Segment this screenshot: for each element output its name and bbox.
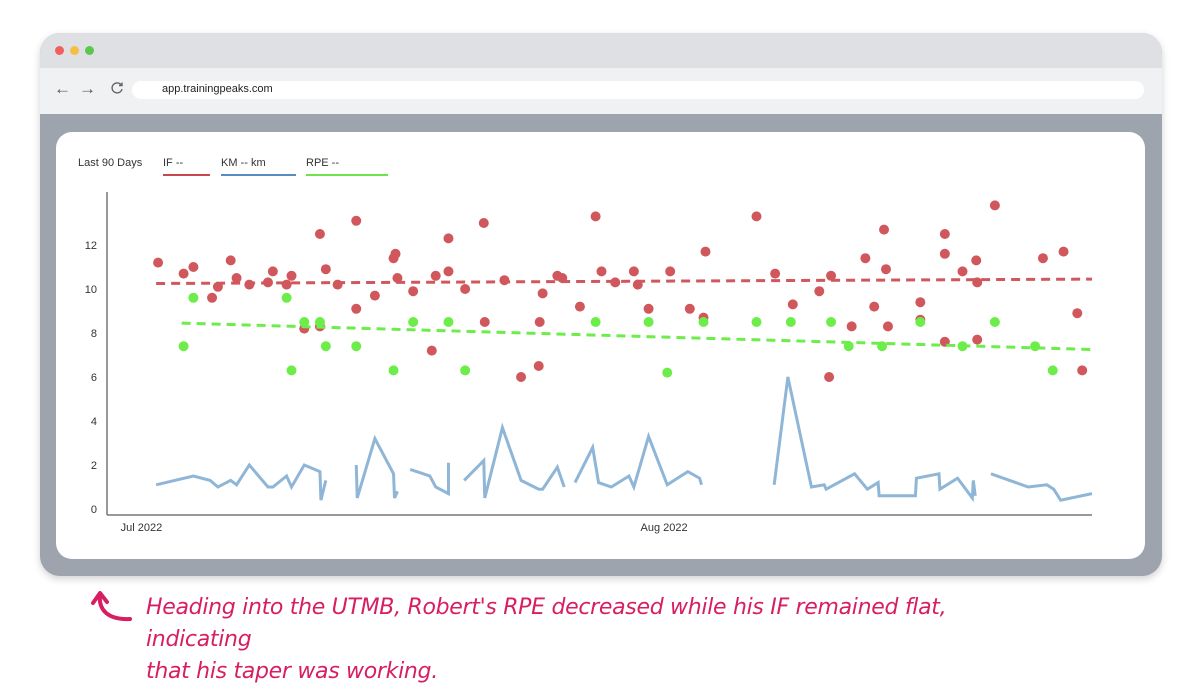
annotation-caption: Heading into the UTMB, Robert's RPE decr… <box>146 592 1046 688</box>
annotation-line-2: that his taper was working. <box>146 659 438 684</box>
reload-icon[interactable] <box>110 80 124 100</box>
maximize-window-button[interactable] <box>85 46 94 55</box>
browser-titlebar <box>40 33 1162 68</box>
curved-arrow-icon <box>91 591 132 622</box>
date-range-label[interactable]: Last 90 Days <box>78 157 143 169</box>
minimize-window-button[interactable] <box>70 46 79 55</box>
legend-item-rpe[interactable]: RPE -- <box>306 157 388 176</box>
chart-card: Last 90 Days IF -- KM -- km RPE -- <box>56 132 1145 559</box>
legend-item-if[interactable]: IF -- <box>163 157 210 176</box>
back-arrow-icon[interactable]: ← <box>54 79 71 98</box>
browser-toolbar: ← → app.trainingpeaks.com <box>40 68 1162 114</box>
legend-km-label: KM -- km <box>221 157 266 169</box>
close-window-button[interactable] <box>55 46 64 55</box>
annotation-line-1: Heading into the UTMB, Robert's RPE decr… <box>146 595 947 652</box>
browser-window: ← → app.trainingpeaks.com Last 90 Days I… <box>40 33 1162 576</box>
legend-item-km[interactable]: KM -- km <box>221 157 296 176</box>
legend-if-label: IF -- <box>163 157 184 169</box>
forward-arrow-icon[interactable]: → <box>79 79 96 98</box>
url-text: app.trainingpeaks.com <box>162 83 273 95</box>
address-bar[interactable]: app.trainingpeaks.com <box>132 81 1144 99</box>
legend-rpe-label: RPE -- <box>306 157 339 169</box>
